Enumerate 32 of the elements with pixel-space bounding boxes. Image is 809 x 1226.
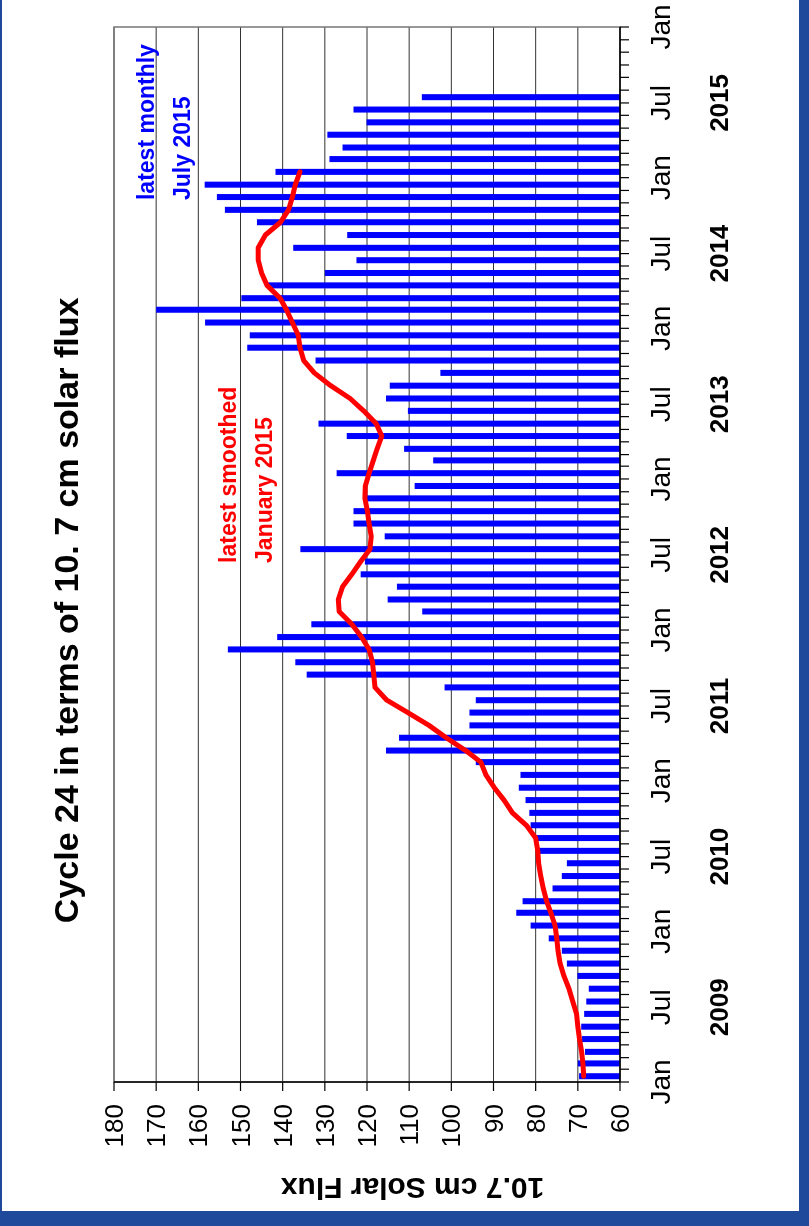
text: latest monthly July 2015 (133, 43, 195, 201)
x-tick-label: 80 (520, 1104, 551, 1133)
y-tick-label: Jul 2015 (645, 74, 734, 132)
y-tick-label: Jan (645, 4, 676, 50)
y-tick-label: Jan (645, 607, 676, 653)
y-tick-label: Jul 2014 (645, 224, 734, 283)
x-tick-label: 100 (436, 1104, 467, 1148)
y-tick-label: Jan (645, 758, 676, 804)
y-tick-label: Jul 2010 (645, 827, 734, 886)
x-tick-label: 150 (225, 1104, 256, 1148)
y-tick-label: Jan (645, 456, 676, 502)
y-tick-label: Jan (645, 908, 676, 954)
x-tick-label: 160 (183, 1104, 214, 1148)
x-tick-label: 130 (309, 1104, 340, 1148)
text: Cycle 24 in terms of 10. 7 cm solar flux (47, 297, 85, 924)
y-tick-label: Jul 2011 (645, 677, 734, 735)
x-tick-label: 90 (478, 1104, 509, 1133)
y-tick-label: Jan (645, 1059, 676, 1105)
x-axis-title: 10.7 cm Solar Flux (280, 1171, 545, 1205)
y-tick-label: Jan (645, 305, 676, 351)
y-tick-label: Jan (645, 155, 676, 201)
x-tick-label: 170 (141, 1104, 172, 1148)
x-tick-label: 110 (394, 1104, 425, 1146)
x-tick-label: 180 (99, 1104, 130, 1148)
y-tick-label: Jul 2013 (645, 375, 734, 434)
x-tick-label: 60 (605, 1104, 636, 1133)
y-tick-label: Jul 2012 (645, 525, 734, 584)
x-tick-label: 140 (267, 1104, 298, 1148)
x-tick-label: 70 (562, 1104, 593, 1133)
text: latest smoothed January 2015 (215, 386, 277, 563)
y-tick-label: Jul 2009 (645, 978, 734, 1037)
x-tick-label: 120 (352, 1104, 383, 1148)
